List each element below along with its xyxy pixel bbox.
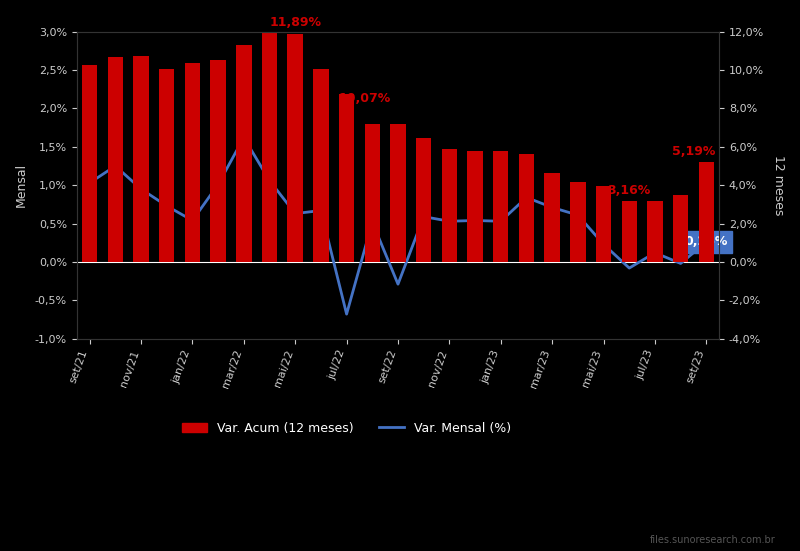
Bar xyxy=(262,29,278,262)
Text: 11,89%: 11,89% xyxy=(270,16,322,29)
Bar xyxy=(159,69,174,262)
Bar xyxy=(210,60,226,262)
Bar xyxy=(82,65,98,262)
Bar xyxy=(545,172,560,262)
Bar xyxy=(442,149,457,262)
Bar xyxy=(518,154,534,262)
Text: 3,16%: 3,16% xyxy=(608,183,651,197)
Bar xyxy=(596,186,611,262)
Bar xyxy=(416,138,431,262)
Bar xyxy=(287,34,303,262)
Bar xyxy=(236,45,251,262)
Legend: Var. Acum (12 meses), Var. Mensal (%): Var. Acum (12 meses), Var. Mensal (%) xyxy=(178,417,516,440)
Bar xyxy=(467,151,482,262)
Y-axis label: Mensal: Mensal xyxy=(15,163,28,207)
Text: 10,07%: 10,07% xyxy=(339,92,391,105)
Bar xyxy=(313,69,329,262)
Bar xyxy=(570,182,586,262)
Bar xyxy=(134,56,149,262)
Bar xyxy=(108,57,123,262)
Bar xyxy=(622,201,637,262)
Bar xyxy=(365,125,380,262)
Bar xyxy=(698,163,714,262)
Bar xyxy=(390,125,406,262)
Y-axis label: 12 meses: 12 meses xyxy=(772,155,785,215)
Text: 0,26%: 0,26% xyxy=(685,235,728,249)
Bar xyxy=(673,195,688,262)
Bar xyxy=(493,151,509,262)
Bar xyxy=(185,63,200,262)
Bar xyxy=(647,201,662,262)
Text: 5,19%: 5,19% xyxy=(672,144,715,158)
Bar xyxy=(339,94,354,262)
Text: files.sunoresearch.com.br: files.sunoresearch.com.br xyxy=(650,536,776,545)
